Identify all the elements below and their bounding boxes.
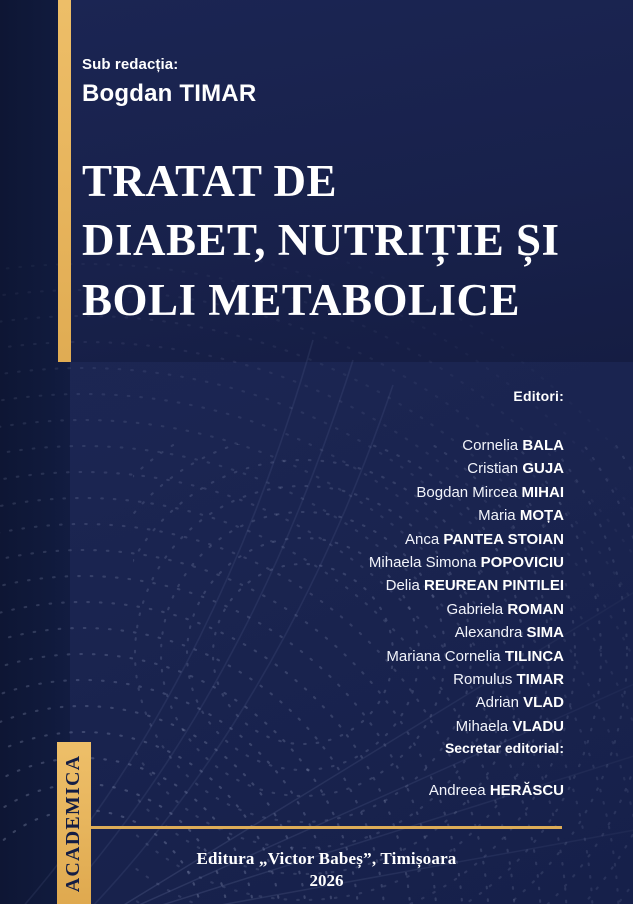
editor-last-name: TILINCA — [504, 647, 564, 665]
editorial-secretary-heading: Secretar editorial: — [444, 740, 564, 756]
editor-last-name: POPOVICIU — [480, 553, 564, 571]
editor-last-name: REUREAN PINTILEI — [423, 577, 564, 595]
editor-first-name: Anca — [405, 530, 440, 548]
coordinator-name: Bogdan TIMAR — [82, 80, 257, 107]
editors-heading: Editori: — [513, 388, 564, 404]
secretary-last-name: HERĂSCU — [489, 782, 564, 799]
editor-list-item: Mariana Cornelia TILINCA — [369, 645, 564, 668]
editor-list-item: Cornelia BALA — [369, 434, 564, 457]
editor-last-name: VLADU — [512, 717, 564, 735]
editorial-secretary-name: Andreea HERĂSCU — [429, 782, 564, 799]
publication-year: 2026 — [309, 871, 344, 891]
editor-list-item: Maria MOȚA — [369, 504, 564, 527]
secretary-first-name: Andreea — [428, 782, 486, 799]
editor-last-name: MIHAI — [521, 483, 565, 501]
editor-list-item: Gabriela ROMAN — [369, 598, 564, 621]
editor-last-name: PANTEA STOIAN — [443, 530, 564, 548]
coordinator-block: Sub redacția: Bogdan TIMAR — [82, 56, 256, 108]
editor-first-name: Romulus — [453, 670, 513, 688]
editor-first-name: Alexandra — [454, 624, 523, 642]
series-band: ACADEMICA — [57, 742, 91, 904]
title-line-2: DIABET, NUTRIȚIE ȘI — [82, 215, 560, 266]
editorial-secretary-block: Secretar editorial: Andreea HERĂSCU — [429, 740, 564, 799]
editor-first-name: Mihaela — [455, 717, 509, 735]
editor-first-name: Adrian — [475, 694, 519, 712]
gold-accent-stripe — [58, 0, 71, 362]
gold-divider-rule — [91, 826, 562, 829]
editor-first-name: Gabriela — [446, 600, 504, 618]
editor-last-name: BALA — [522, 437, 564, 454]
editor-first-name: Delia — [385, 577, 420, 595]
editor-list-item: Mihaela VLADU — [369, 715, 564, 738]
editor-first-name: Cornelia — [462, 437, 519, 454]
editor-first-name: Mihaela Simona — [368, 553, 477, 571]
editor-last-name: TIMAR — [516, 670, 565, 688]
coordinator-kicker: Sub redacția: — [82, 56, 179, 73]
editors-block: Editori: Cornelia BALA Cristian GUJA Bogda… — [369, 388, 564, 738]
editor-last-name: SIMA — [526, 624, 565, 642]
editor-list-item: Alexandra SIMA — [369, 621, 564, 644]
editor-first-name: Maria — [478, 507, 516, 525]
publisher-name: Editura „Victor Babeș”, Timișoara — [196, 849, 457, 868]
editors-list: Cornelia BALA Cristian GUJA Bogdan Mircea … — [369, 434, 564, 738]
editor-list-item: Anca PANTEA STOIAN — [369, 528, 564, 551]
editor-last-name: GUJA — [522, 460, 564, 478]
editor-last-name: VLAD — [523, 694, 564, 712]
editor-first-name: Cristian — [467, 460, 519, 478]
editor-list-item: Romulus TIMAR — [369, 668, 564, 691]
editor-first-name: Mariana Cornelia — [386, 647, 501, 665]
title-line-1: TRATAT DE — [82, 156, 337, 206]
editor-last-name: ROMAN — [507, 600, 564, 618]
publisher-block: Editura „Victor Babeș”, Timișoara 2026 — [91, 848, 562, 893]
book-title: TRATAT DE DIABET, NUTRIȚIE ȘI BOLI METAB… — [82, 152, 593, 330]
editor-list-item: Bogdan Mircea MIHAI — [369, 481, 564, 504]
editor-last-name: MOȚA — [519, 507, 564, 525]
editor-list-item: Delia REUREAN PINTILEI — [369, 574, 564, 597]
editor-first-name: Bogdan Mircea — [416, 483, 518, 501]
title-line-3: BOLI METABOLICE — [82, 274, 521, 325]
editor-list-item: Mihaela Simona POPOVICIU — [369, 551, 564, 574]
editor-list-item: Adrian VLAD — [369, 691, 564, 714]
editor-list-item: Cristian GUJA — [369, 457, 564, 480]
